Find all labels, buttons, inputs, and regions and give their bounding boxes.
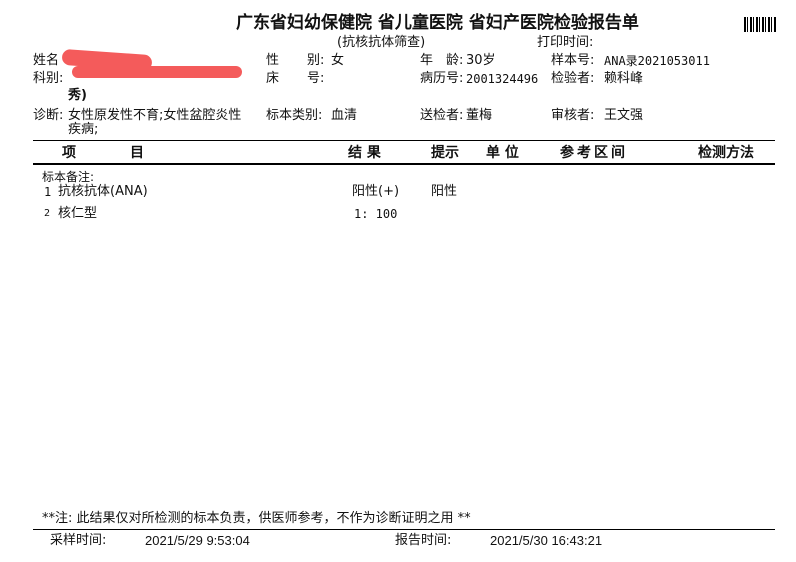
row-item: 抗核抗体(ANA) [58,184,148,199]
name-label: 姓名 [33,53,60,68]
specimen-type-label: 标本类别: [266,108,323,123]
dept-value-tail: 秀) [68,88,87,103]
sample-time-label: 采样时间: [50,533,107,548]
bed-label-2: 号: [307,71,325,86]
sex-value: 女 [331,53,345,68]
barcode-icon [744,17,776,32]
disclaimer-note: **注: 此结果仅对所检测的标本负责，供医师参考，不作为诊断证明之用 ** [42,511,471,526]
reviewer-label: 审核者: [551,108,595,123]
report-time-value: 2021/5/30 16:43:21 [490,533,603,548]
col-hint: 提示 [431,145,459,161]
reviewer-value: 王文强 [604,108,644,123]
report-title: 广东省妇幼保健院 省儿童医院 省妇产医院检验报告单 [236,13,639,33]
diagnosis-label: 诊断: [33,108,64,123]
report-time-label: 报告时间: [395,533,452,548]
sender-value: 董梅 [466,108,493,123]
divider [33,529,775,530]
report-subtitle: (抗核抗体筛查) [337,35,426,50]
print-time-label: 打印时间: [537,35,594,50]
row-result: 1: 100 [354,207,398,221]
sample-time-value: 2021/5/29 9:53:04 [145,533,250,548]
bed-label: 床 [266,71,280,86]
sample-no-label: 样本号: [551,53,595,68]
diagnosis-value: 女性原发性不育;女性盆腔炎性 [68,108,242,123]
specimen-note-label: 标本备注: [42,170,95,184]
col-reference: 参考区间 [560,145,628,161]
age-label: 年 龄: [420,53,464,68]
row-no: 1 [44,185,52,199]
divider [33,163,775,165]
col-method: 检测方法 [698,145,754,161]
sample-no-value: ANA录2021053011 [604,54,710,68]
record-no-label: 病历号: [420,71,464,86]
tester-value: 赖科峰 [604,71,644,86]
record-no-value: 2001324496 [466,72,539,86]
diagnosis-value-2: 疾病; [68,122,99,137]
age-value: 30岁 [466,53,496,68]
dept-label: 科别: [33,71,64,86]
row-no: 2 [44,208,51,219]
sex-label-2: 别: [307,53,325,68]
tester-label: 检验者: [551,71,595,86]
divider [33,140,775,141]
sender-label: 送检者: [420,108,464,123]
row-result: 阳性(+) [352,184,400,199]
redaction-mark [72,66,242,78]
col-unit: 单 位 [486,145,519,161]
specimen-type-value: 血清 [331,108,358,123]
sex-label: 性 [266,53,280,68]
col-result: 结 果 [348,145,381,161]
col-item: 项 [62,145,76,161]
row-hint: 阳性 [431,184,458,199]
row-item: 核仁型 [58,206,98,221]
col-item-2: 目 [130,145,144,161]
